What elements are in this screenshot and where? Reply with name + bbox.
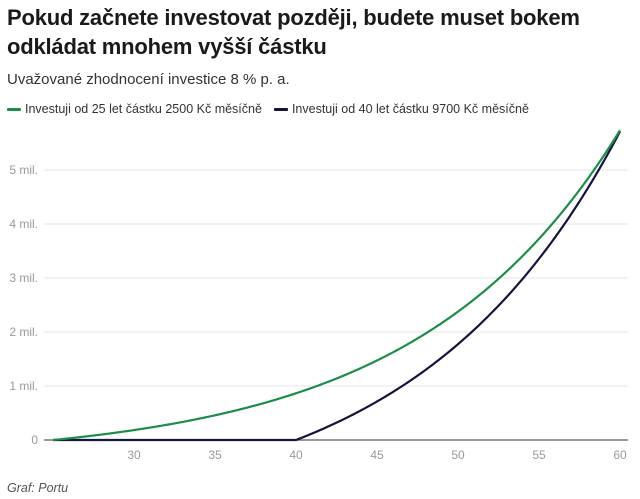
y-tick-label: 5 mil. — [9, 163, 38, 177]
gridlines — [44, 169, 628, 387]
chart-source: Graf: Portu — [7, 481, 69, 495]
x-tick-label: 45 — [370, 448, 384, 462]
series-line — [53, 130, 621, 442]
y-tick-label: 3 mil. — [9, 271, 38, 285]
x-tick-label: 35 — [208, 448, 222, 462]
chart-subtitle: Uvažované zhodnocení investice 8 % p. a. — [7, 71, 290, 88]
chart-legend: Investuji od 25 let částku 2500 Kč měsíč… — [7, 102, 541, 116]
y-tick-label: 2 mil. — [9, 325, 38, 339]
x-tick-label: 55 — [532, 448, 546, 462]
x-tick-label: 50 — [451, 448, 465, 462]
y-tick-label: 4 mil. — [9, 217, 38, 231]
legend-swatch-navy — [273, 107, 288, 111]
series-line — [52, 129, 621, 442]
x-tick-label: 30 — [127, 448, 141, 462]
line-chart: 0 1 mil. 2 mil. 3 mil. 4 mil. 5 mil. 30 35 40 45… — [9, 129, 628, 462]
y-axis-labels: 0 1 mil. 2 mil. 3 mil. 4 mil. 5 mil. — [9, 163, 38, 447]
legend-item-green: Investuji od 25 let částku 2500 Kč měsíč… — [7, 102, 262, 116]
legend-label: Investuji od 40 let částku 9700 Kč měsíč… — [291, 102, 529, 116]
x-tick-label: 60 — [613, 448, 627, 462]
series-lines — [52, 129, 621, 442]
y-tick-label: 0 — [31, 433, 38, 447]
x-tick-label: 40 — [289, 448, 303, 462]
x-axis-labels: 30 35 40 45 50 55 60 — [127, 448, 627, 462]
legend-label: Investuji od 25 let částku 2500 Kč měsíč… — [25, 102, 262, 116]
legend-item-navy: Investuji od 40 let částku 9700 Kč měsíč… — [273, 102, 529, 116]
chart-title: Pokud začnete investovat později, budete… — [7, 5, 580, 59]
legend-swatch-green — [7, 107, 21, 111]
y-tick-label: 1 mil. — [9, 379, 38, 393]
